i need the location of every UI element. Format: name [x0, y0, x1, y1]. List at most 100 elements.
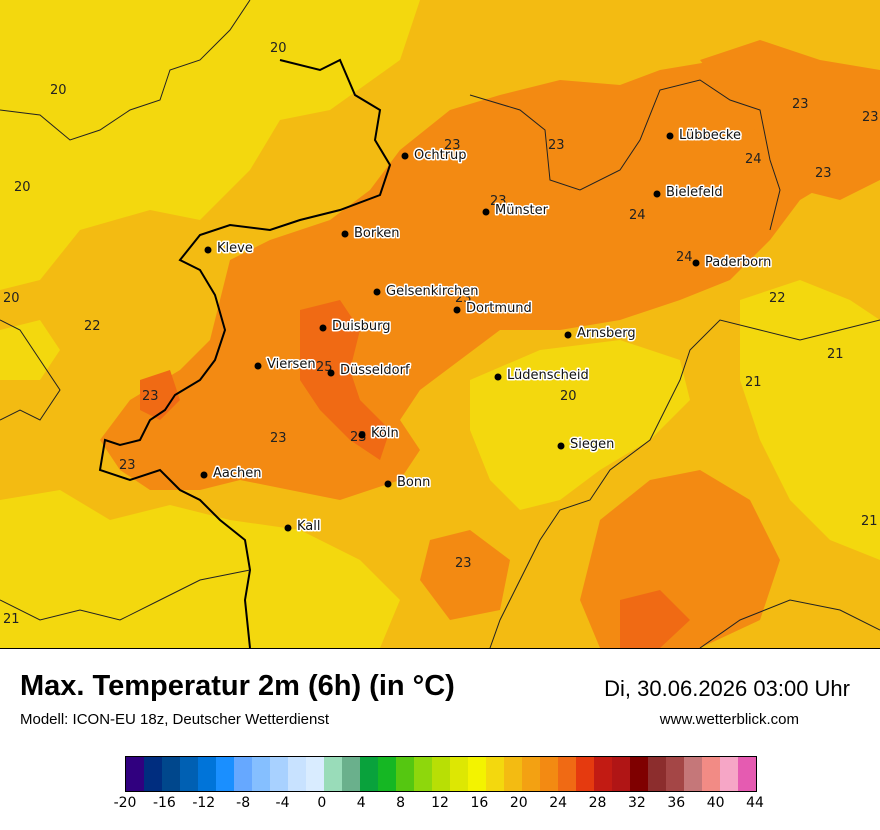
- field-20-southeast: [740, 280, 880, 560]
- regional-border-5: [0, 569, 251, 621]
- city-label-paderborn: Paderborn: [705, 255, 771, 270]
- legend-tick-label: -8: [236, 795, 251, 811]
- iso-label: 21: [745, 375, 762, 390]
- legend-swatch: [396, 757, 414, 791]
- city-label-kall: Kall: [297, 519, 321, 534]
- iso-label: 24: [629, 208, 646, 223]
- field-24-north-east: [700, 40, 880, 200]
- city-dot: [373, 288, 381, 296]
- iso-label: 23: [142, 389, 159, 404]
- city-label-viersen: Viersen: [267, 357, 316, 372]
- field-20-west: [0, 320, 60, 380]
- city-dot: [557, 442, 565, 450]
- city-dot: [254, 362, 262, 370]
- legend-swatch: [414, 757, 432, 791]
- valid-datetime: Di, 30.06.2026 03:00 Uhr: [604, 676, 850, 701]
- legend-tick-label: 28: [588, 795, 607, 811]
- city-label-luedenscheid: Lüdenscheid: [507, 368, 589, 383]
- city-dot: [327, 369, 335, 377]
- legend-swatch: [468, 757, 486, 791]
- legend-swatch: [612, 757, 630, 791]
- city-label-ochtrup: Ochtrup: [414, 148, 467, 163]
- city-dot: [401, 152, 409, 160]
- legend-tick-label: -16: [152, 795, 176, 811]
- legend-tick-label: 16: [470, 795, 489, 811]
- iso-label: 24: [676, 250, 693, 265]
- legend-swatch: [180, 757, 198, 791]
- city-label-luebbecke: Lübbecke: [679, 128, 741, 143]
- city-dot: [453, 306, 461, 314]
- legend-ticks: -20 -16 -12 -8 -4 0 4 8 12 16 20 24 28 32 36 40 44: [114, 795, 764, 815]
- iso-label: 23: [455, 291, 472, 306]
- legend-swatch: [162, 757, 180, 791]
- legend-swatch: [594, 757, 612, 791]
- legend-tick-label: 4: [356, 795, 366, 811]
- color-legend: [125, 756, 757, 792]
- model-info: Modell: ICON-EU 18z, Deutscher Wetterdie…: [20, 711, 330, 728]
- legend-tick-label: 24: [549, 795, 568, 811]
- legend-tick-label: 8: [396, 795, 406, 811]
- field-20-northwest: [0, 0, 420, 290]
- city-dot: [653, 190, 661, 198]
- legend-swatch: [234, 757, 252, 791]
- city-label-bielefeld: Bielefeld: [666, 185, 723, 200]
- legend-swatch: [522, 757, 540, 791]
- iso-label: 20: [50, 83, 67, 98]
- iso-label: 23: [490, 194, 507, 209]
- iso-label: 23: [270, 431, 287, 446]
- field-24-south-center: [420, 530, 510, 620]
- iso-label: 21: [861, 514, 878, 529]
- legend-swatch: [270, 757, 288, 791]
- city-dot: [494, 373, 502, 381]
- legend-tick-label: 40: [706, 795, 725, 811]
- city-label-duisburg: Duisburg: [332, 319, 391, 334]
- city-dot: [482, 208, 490, 216]
- legend-swatch: [684, 757, 702, 791]
- regional-border-4: [489, 319, 880, 648]
- legend-swatch: [648, 757, 666, 791]
- isoline-labels: 20 20 20 20 22 23 23 23 23 23 24 24 24 2…: [3, 41, 879, 627]
- legend-swatch: [126, 757, 144, 791]
- legend-tick-label: 20: [509, 795, 528, 811]
- legend-tick-label: -12: [192, 795, 216, 811]
- city-dot: [284, 524, 292, 532]
- field-26-west: [140, 370, 180, 420]
- city-label-bonn: Bonn: [397, 475, 430, 490]
- iso-label: 20: [560, 389, 577, 404]
- field-24-main: [100, 60, 860, 500]
- legend-swatch: [630, 757, 648, 791]
- city-label-dortmund: Dortmund: [466, 301, 532, 316]
- regional-border-3: [0, 319, 61, 421]
- website-link[interactable]: www.wetterblick.com: [659, 711, 799, 728]
- map-svg: 20 20 20 20 22 23 23 23 23 23 24 24 24 2…: [0, 0, 880, 648]
- city-label-borken: Borken: [354, 226, 400, 241]
- legend-tick-label: 44: [746, 795, 764, 811]
- city-dot: [358, 431, 366, 439]
- iso-label: 23: [862, 110, 879, 125]
- legend-swatch: [324, 757, 342, 791]
- iso-label: 21: [827, 347, 844, 362]
- iso-label: 21: [3, 612, 20, 627]
- legend-swatch: [216, 757, 234, 791]
- legend-tick-label: -20: [113, 795, 137, 811]
- field-26-south: [620, 590, 690, 648]
- legend-swatch: [378, 757, 396, 791]
- legend-swatch: [432, 757, 450, 791]
- city-markers: Lübbecke Ochtrup Bielefeld Münster Borke…: [200, 127, 773, 536]
- legend-swatch: [504, 757, 522, 791]
- iso-label: 20: [3, 291, 20, 306]
- legend-swatch: [342, 757, 360, 791]
- regional-border-1: [0, 0, 251, 141]
- city-label-arnsberg: Arnsberg: [577, 326, 636, 341]
- iso-label: 20: [14, 180, 31, 195]
- legend-swatch: [720, 757, 738, 791]
- legend-tick-label: 12: [431, 795, 449, 811]
- city-dot: [666, 132, 674, 140]
- legend-swatch: [360, 757, 378, 791]
- field-20-southwest: [0, 490, 400, 648]
- legend-swatch: [198, 757, 216, 791]
- iso-label: 24: [745, 152, 762, 167]
- regional-border-2: [469, 79, 781, 231]
- iso-label: 23: [548, 138, 565, 153]
- iso-label: 23: [815, 166, 832, 181]
